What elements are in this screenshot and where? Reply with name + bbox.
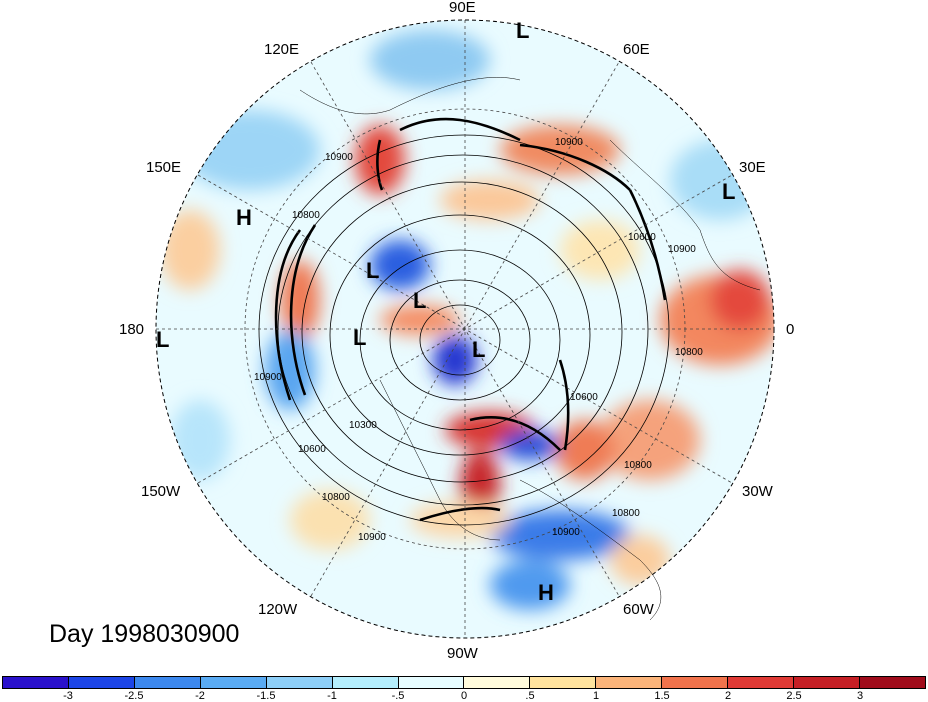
colorbar-tick-label: 2.5 (786, 690, 802, 702)
pressure-high-marker: H (538, 580, 554, 605)
lon-label-180: 180 (119, 321, 145, 338)
pressure-low-marker: L (366, 258, 380, 283)
colorbar-tick-label: 2 (724, 690, 732, 702)
pressure-low-marker: L (353, 325, 367, 350)
jet-contours (274, 117, 667, 522)
contour-label: 10800 (292, 210, 320, 221)
colorbar-segment (134, 677, 201, 688)
contour-label: 10800 (612, 508, 640, 519)
contour-label: 10600 (298, 444, 326, 455)
colorbar-segment (530, 677, 597, 688)
lon-label-120e: 120E (264, 41, 300, 58)
lon-label-0: 0 (786, 321, 795, 338)
colorbar-tick-label: .5 (525, 690, 535, 702)
colorbar-tick-label: -1.5 (256, 690, 276, 702)
lon-label-60e: 60E (623, 41, 650, 58)
lon-label-150e: 150E (146, 159, 182, 176)
geopotential-contours (258, 134, 670, 526)
colorbar-segment (266, 677, 333, 688)
contour-label: 10900 (325, 152, 353, 163)
colorbar-tick-label: -2 (195, 690, 205, 702)
colorbar-tick-label: 3 (856, 690, 864, 702)
colorbar-segment (68, 677, 135, 688)
contour-label: 10800 (322, 492, 350, 503)
pressure-high-marker: H (236, 205, 252, 230)
colorbar-tick-label: -1 (327, 690, 337, 702)
contour-label: 10600 (628, 232, 656, 243)
lon-label-150w: 150W (141, 483, 181, 500)
page-title: Day 1998030900 (49, 620, 240, 648)
coastlines (299, 77, 761, 621)
colorbar-segment (596, 677, 663, 688)
contour-label: 10800 (675, 347, 703, 358)
colorbar-tick-label: 1 (592, 690, 600, 702)
lon-label-90e: 90E (449, 0, 476, 16)
contour-label: 10900 (254, 372, 282, 383)
contour-label: 10900 (358, 532, 386, 543)
colorbar-segment (3, 677, 69, 688)
pressure-low-marker: L (722, 179, 736, 204)
contour-label: 10900 (552, 527, 580, 538)
lon-label-60w: 60W (623, 601, 654, 618)
colorbar-segment (464, 677, 531, 688)
colorbar-segment (398, 677, 465, 688)
lon-label-120w: 120W (258, 601, 298, 618)
colorbar-segment (332, 677, 399, 688)
pressure-low-marker: L (472, 337, 486, 362)
contour-label: 10900 (668, 244, 696, 255)
graticule (156, 20, 774, 638)
pressure-low-marker: L (156, 327, 170, 352)
colorbar-segment (859, 677, 925, 688)
polar-map: 10900 10900 10800 10900 10900 10800 1030… (155, 19, 775, 639)
contour-label: 10800 (624, 460, 652, 471)
contour-label: 10300 (349, 420, 377, 431)
contour-label: 10900 (555, 137, 583, 148)
colorbar-tick-label: -3 (63, 690, 73, 702)
colorbar-tick-label: -2.5 (124, 690, 144, 702)
lon-label-90w: 90W (447, 645, 478, 662)
lon-label-30w: 30W (742, 483, 773, 500)
contour-label: 10600 (570, 392, 598, 403)
colorbar-tick-label: -.5 (391, 690, 405, 702)
pressure-low-marker: L (413, 288, 427, 313)
colorbar-tick-label: 0 (460, 690, 468, 702)
contour-label-layer: 10900 10900 10800 10900 10900 10800 1030… (254, 137, 703, 543)
colorbar-segment (794, 677, 860, 688)
colorbar-segment (662, 677, 729, 688)
colorbar-tick-label: 1.5 (654, 690, 670, 702)
pressure-low-marker: L (516, 18, 530, 43)
colorbar (2, 676, 926, 689)
lon-label-30e: 30E (739, 159, 766, 176)
colorbar-segment (200, 677, 267, 688)
colorbar-segment (728, 677, 795, 688)
map-boundary (155, 19, 775, 639)
